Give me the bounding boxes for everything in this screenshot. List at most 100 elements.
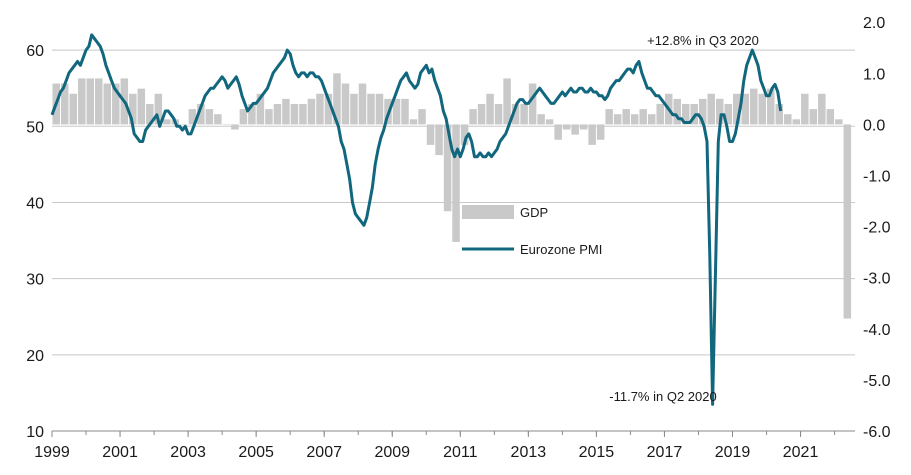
x-tick-label: 2021 <box>783 444 819 461</box>
gdp-bar <box>188 109 197 125</box>
x-tick-label: 2001 <box>102 444 138 461</box>
gdp-bar <box>622 109 630 125</box>
gdp-bar <box>350 93 358 125</box>
x-tick-label: 2005 <box>238 444 274 461</box>
gdp-bar <box>579 124 588 130</box>
gdp-bar <box>452 124 460 242</box>
gdp-bar <box>180 124 188 125</box>
gdp-bar <box>316 93 324 125</box>
gdp-bar <box>69 93 78 125</box>
gdp-bar <box>197 103 205 125</box>
gdp-bar <box>392 98 401 125</box>
gdp-bar <box>656 103 664 125</box>
gdp-bar <box>401 98 409 125</box>
gdp-bar <box>486 93 494 125</box>
gdp-bar <box>112 83 120 125</box>
gdp-bar <box>324 93 333 125</box>
gdp-bar <box>571 124 579 135</box>
gdp-bar <box>647 114 656 125</box>
y-right-tick-label: 1.0 <box>863 66 885 83</box>
gdp-bar <box>418 109 426 125</box>
y-left-tick-label: 60 <box>26 43 44 60</box>
gdp-bar <box>103 83 112 125</box>
y-right-tick-label: -3.0 <box>863 271 891 288</box>
gdp-bar <box>222 124 231 125</box>
x-tick-label: 2019 <box>715 444 751 461</box>
gdp-bar <box>307 98 316 125</box>
gdp-bar <box>554 124 562 140</box>
x-tick-label: 2013 <box>511 444 547 461</box>
y-right-tick-label: 0.0 <box>863 117 885 134</box>
gdp-bar <box>146 103 154 125</box>
gdp-bar <box>596 124 605 140</box>
y-right-tick-label: 2.0 <box>863 15 885 32</box>
y-right-tick-label: -5.0 <box>863 373 891 390</box>
gdp-bar <box>639 109 647 125</box>
gdp-bar <box>273 103 282 125</box>
gdp-bar <box>537 114 545 125</box>
gdp-bar <box>299 103 307 125</box>
gdp-bar <box>129 93 137 125</box>
gdp-bar <box>290 103 299 125</box>
gdp-bar <box>333 73 341 125</box>
gdp-bar <box>698 98 707 125</box>
gdp-bar <box>826 109 835 125</box>
gdp-bar <box>214 114 222 125</box>
legend: GDP Eurozone PMI <box>462 205 602 257</box>
gdp-bar <box>469 109 477 125</box>
gdp-bar <box>341 83 350 125</box>
gdp-bar <box>426 124 435 145</box>
x-tick-label: 1999 <box>34 444 70 461</box>
x-tick-label: 2011 <box>443 444 478 461</box>
gdp-bar <box>477 103 486 125</box>
gdp-bar <box>707 93 715 125</box>
gdp-bar <box>78 78 86 125</box>
gdp-bar <box>231 124 239 130</box>
gdp-bar <box>503 78 511 125</box>
gdp-bar <box>282 98 290 125</box>
gdp-bar <box>715 98 724 125</box>
gdp-bar <box>511 103 520 125</box>
gdp-bar <box>724 103 733 125</box>
y-right-tick-label: -1.0 <box>863 169 891 186</box>
gdp-bar <box>435 124 443 156</box>
gdp-bar <box>358 83 367 125</box>
gdp-bar <box>528 83 537 125</box>
gdp-bar <box>818 93 826 125</box>
gdp-bar <box>95 78 103 125</box>
gdp-bar <box>494 103 503 125</box>
y-left-tick-label: 20 <box>26 348 44 365</box>
y-right-tick-label: -2.0 <box>863 220 891 237</box>
gdp-bar <box>154 93 163 125</box>
gdp-bar <box>741 93 750 125</box>
y-left-tick-label: 50 <box>26 119 44 136</box>
legend-gdp-label: GDP <box>520 205 548 220</box>
gdp-bar <box>767 88 775 125</box>
gdp-bar <box>163 119 171 125</box>
legend-pmi-label: Eurozone PMI <box>520 242 602 257</box>
gdp-bar <box>681 103 690 125</box>
annotation-q2-2020: -11.7% in Q2 2020 <box>609 389 716 404</box>
x-tick-label: 2009 <box>374 444 410 461</box>
x-tick-label: 2007 <box>306 444 342 461</box>
gdp-bar <box>801 93 809 125</box>
pmi-line <box>50 33 783 406</box>
gdp-bar <box>409 119 418 125</box>
y-left-tick-label: 30 <box>26 272 44 289</box>
gdp-bar <box>784 114 792 125</box>
gdp-bar <box>613 114 622 125</box>
gdp-bar <box>239 109 248 125</box>
gdp-bar <box>630 114 639 125</box>
gdp-bar <box>809 109 818 125</box>
x-tick-label: 2017 <box>647 444 683 461</box>
x-tick-label: 2003 <box>170 444 206 461</box>
gdp-bar <box>61 83 69 125</box>
gdp-bar <box>205 109 214 125</box>
gdp-bar <box>758 93 767 125</box>
gdp-bar <box>750 88 758 125</box>
gdp-bar <box>588 124 596 145</box>
gdp-bar <box>733 93 741 125</box>
legend-gdp-swatch <box>462 205 514 219</box>
gdp-bar <box>137 88 146 125</box>
